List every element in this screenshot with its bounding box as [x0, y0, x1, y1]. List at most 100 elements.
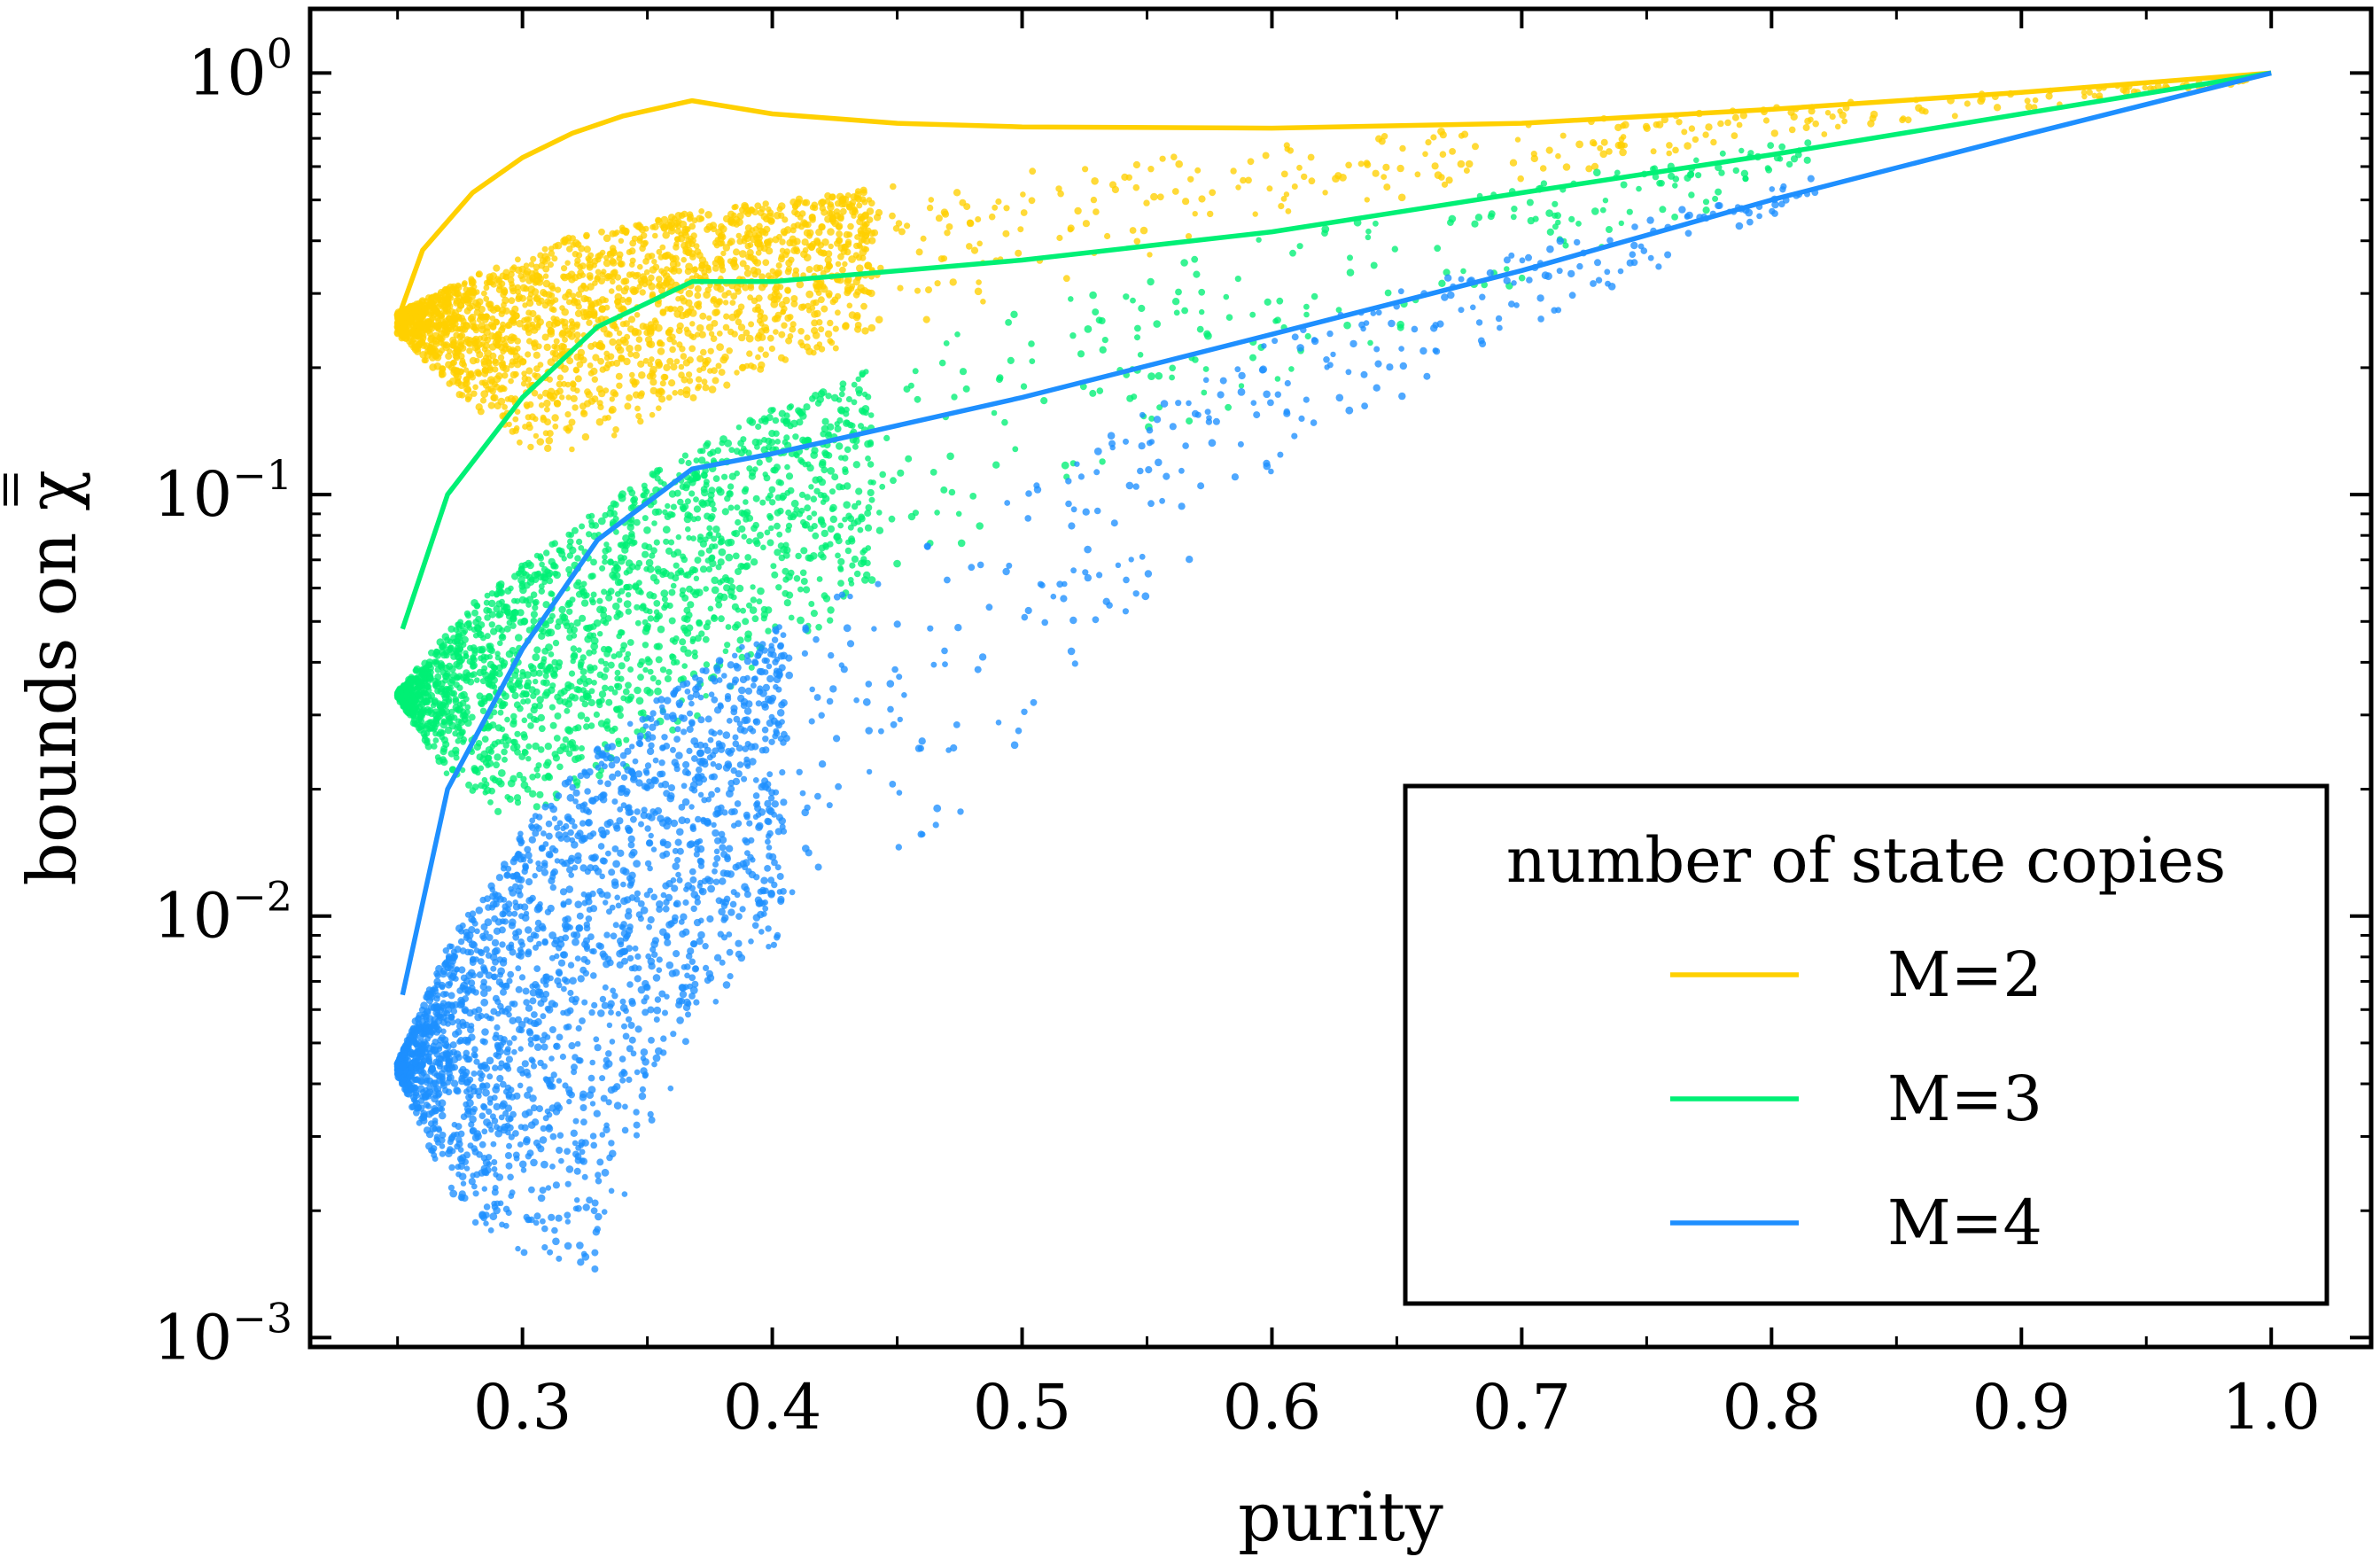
data-point [1077, 473, 1085, 480]
data-point [774, 509, 782, 517]
data-point [651, 317, 658, 323]
data-point [616, 346, 625, 354]
data-point [852, 437, 860, 445]
data-point [471, 609, 478, 617]
data-point [543, 399, 551, 408]
data-point [514, 409, 521, 415]
data-point [558, 548, 565, 555]
data-point [782, 567, 789, 575]
data-point [484, 349, 492, 357]
data-point [533, 351, 541, 359]
data-point [1559, 132, 1567, 139]
data-point [736, 636, 744, 644]
data-point [1194, 167, 1202, 174]
data-point [1922, 108, 1929, 115]
data-point [533, 646, 541, 654]
data-point [562, 745, 570, 752]
data-point [771, 571, 779, 579]
data-point [1198, 195, 1206, 203]
data-point [533, 678, 539, 685]
data-point [472, 384, 478, 391]
data-point [2091, 92, 2098, 99]
data-point [1808, 107, 1816, 115]
data-point [496, 283, 503, 290]
data-point [1425, 139, 1432, 146]
data-point [730, 594, 737, 601]
data-point [564, 273, 572, 280]
data-point [1357, 160, 1365, 167]
data-point [834, 425, 842, 432]
data-point [1710, 138, 1717, 146]
data-point [895, 220, 903, 227]
data-point [829, 488, 836, 495]
data-point [533, 803, 541, 811]
data-point [669, 333, 676, 340]
data-point [905, 455, 913, 463]
data-point [611, 432, 618, 439]
data-point [446, 717, 453, 725]
data-point [766, 334, 774, 342]
data-point [550, 563, 557, 570]
data-point [747, 242, 754, 248]
data-point [495, 581, 502, 588]
data-point [1463, 167, 1470, 174]
data-point [847, 515, 855, 523]
data-point [673, 736, 681, 743]
data-point [588, 596, 595, 603]
data-point [448, 378, 457, 385]
data-point [554, 693, 561, 701]
data-point [821, 449, 828, 457]
data-point [421, 357, 428, 364]
data-point [574, 309, 583, 317]
data-point [623, 357, 631, 366]
data-point [833, 533, 842, 541]
data-point [520, 781, 529, 790]
data-point [756, 244, 765, 252]
data-point [821, 305, 828, 313]
data-point [675, 218, 682, 225]
data-point [837, 580, 844, 587]
data-point [851, 208, 859, 216]
data-point [830, 393, 839, 402]
data-point [544, 444, 552, 453]
data-point [826, 292, 833, 299]
data-point [499, 738, 505, 745]
data-point [700, 348, 707, 356]
data-point [551, 255, 558, 262]
data-point [498, 326, 506, 334]
data-point [483, 295, 490, 302]
data-point [1111, 185, 1119, 194]
data-point [800, 547, 808, 555]
data-point [539, 561, 545, 568]
data-point [488, 599, 496, 608]
data-point [796, 280, 805, 289]
data-point [824, 330, 833, 339]
data-point [506, 421, 512, 428]
data-point [1488, 210, 1496, 218]
data-point [929, 469, 937, 476]
data-point [453, 660, 461, 668]
data-point [1287, 147, 1295, 154]
data-point [1017, 226, 1024, 233]
data-point [1545, 209, 1553, 217]
data-point [509, 358, 517, 365]
data-point [734, 370, 740, 376]
data-point [650, 547, 657, 555]
data-point [655, 656, 663, 664]
data-point [949, 278, 957, 286]
data-point [527, 401, 534, 409]
data-point [626, 271, 634, 278]
data-point [1396, 323, 1404, 331]
data-point [439, 643, 445, 650]
data-point [536, 438, 545, 446]
data-point [512, 353, 521, 361]
data-point [867, 576, 876, 584]
data-point [461, 635, 469, 644]
data-point [756, 598, 763, 605]
data-point [579, 687, 587, 694]
data-point [655, 216, 662, 224]
data-point [1397, 193, 1406, 202]
data-point [861, 576, 869, 584]
data-point [618, 261, 624, 268]
